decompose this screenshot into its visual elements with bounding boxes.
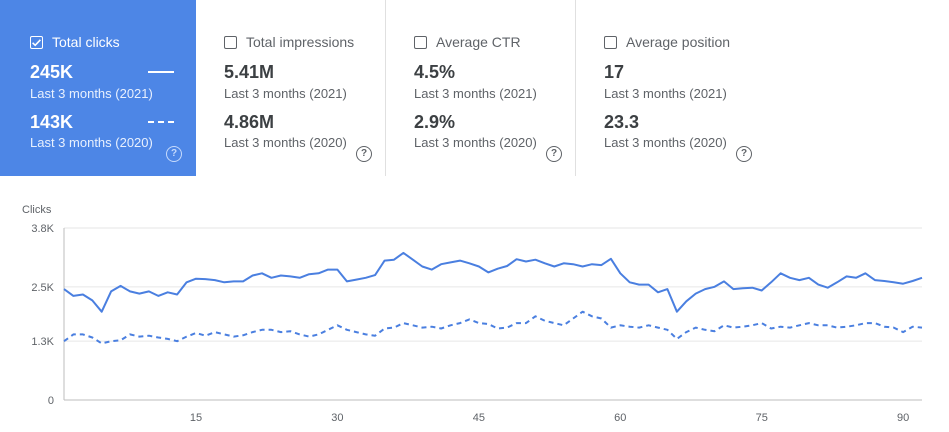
metric-value-2021: 245K <box>30 62 74 82</box>
card-total-impressions[interactable]: Total impressions 5.41M Last 3 months (2… <box>196 0 386 176</box>
y-tick-label: 0 <box>48 395 54 407</box>
metric-period-2020: Last 3 months (2020) <box>604 135 727 150</box>
checkbox-unchecked-icon[interactable] <box>224 35 237 49</box>
card-title-label: Average position <box>626 34 731 50</box>
clicks-line-chart: Clicks 0 1.3K 2.5K 3.8K 15 30 45 60 75 90 <box>0 190 949 432</box>
y-tick-label: 1.3K <box>31 336 54 348</box>
card-title-label: Total impressions <box>246 34 355 50</box>
metric-period-2021: Last 3 months (2021) <box>414 86 537 101</box>
metric-period-2021: Last 3 months (2021) <box>224 86 347 101</box>
metric-value-2020: 2.9% <box>414 112 456 132</box>
metric-period-2020: Last 3 months (2020) <box>414 135 537 150</box>
metric-value-2020: 23.3 <box>604 112 640 132</box>
metric-cards: Total clicks 245K Last 3 months (2021) 1… <box>0 0 765 176</box>
chart-grid <box>63 227 922 401</box>
metric-period-2021: Last 3 months (2021) <box>30 86 153 101</box>
legend-solid-line <box>148 71 174 73</box>
help-icon[interactable]: ? <box>356 146 372 162</box>
metric-value-2020: 143K <box>30 112 74 132</box>
metric-value-2021: 17 <box>604 62 625 82</box>
metric-value-2020: 4.86M <box>224 112 275 132</box>
help-icon[interactable]: ? <box>546 146 562 162</box>
metric-period-2020: Last 3 months (2020) <box>224 135 347 150</box>
card-title-total-impressions[interactable]: Total impressions <box>224 34 354 50</box>
card-average-position[interactable]: Average position 17 Last 3 months (2021)… <box>576 0 765 176</box>
chart-series <box>63 251 923 345</box>
checkbox-unchecked-icon[interactable] <box>604 35 617 49</box>
card-title-average-position[interactable]: Average position <box>604 34 730 50</box>
x-axis-ticks: 15 30 45 60 75 90 <box>190 412 909 424</box>
series-line-2021 <box>63 251 923 313</box>
metric-value-2021: 4.5% <box>414 62 456 82</box>
chart-svg: Clicks 0 1.3K 2.5K 3.8K 15 30 45 60 75 90 <box>22 204 923 424</box>
card-title-total-clicks[interactable]: Total clicks <box>30 34 120 50</box>
y-tick-label: 3.8K <box>31 223 54 235</box>
checkbox-unchecked-icon[interactable] <box>414 35 427 49</box>
series-line-2020 <box>63 310 923 345</box>
card-title-label: Total clicks <box>52 34 120 50</box>
metric-value-2021: 5.41M <box>224 62 275 82</box>
x-tick-label: 75 <box>756 412 768 424</box>
x-tick-label: 30 <box>331 412 343 424</box>
y-axis-ticks: 0 1.3K 2.5K 3.8K <box>31 223 54 407</box>
x-tick-label: 90 <box>897 412 909 424</box>
metric-period-2020: Last 3 months (2020) <box>30 135 153 150</box>
x-tick-label: 60 <box>614 412 626 424</box>
card-average-ctr[interactable]: Average CTR 4.5% Last 3 months (2021) 2.… <box>386 0 576 176</box>
card-title-label: Average CTR <box>436 34 521 50</box>
legend-dashed-line <box>148 121 174 123</box>
help-icon[interactable]: ? <box>166 146 182 162</box>
x-tick-label: 15 <box>190 412 202 424</box>
x-tick-label: 45 <box>473 412 485 424</box>
card-total-clicks[interactable]: Total clicks 245K Last 3 months (2021) 1… <box>0 0 196 176</box>
card-title-average-ctr[interactable]: Average CTR <box>414 34 521 50</box>
y-axis-title: Clicks <box>22 204 52 216</box>
metric-period-2021: Last 3 months (2021) <box>604 86 727 101</box>
help-icon[interactable]: ? <box>736 146 752 162</box>
y-tick-label: 2.5K <box>31 282 54 294</box>
checkbox-checked-icon[interactable] <box>30 35 43 49</box>
